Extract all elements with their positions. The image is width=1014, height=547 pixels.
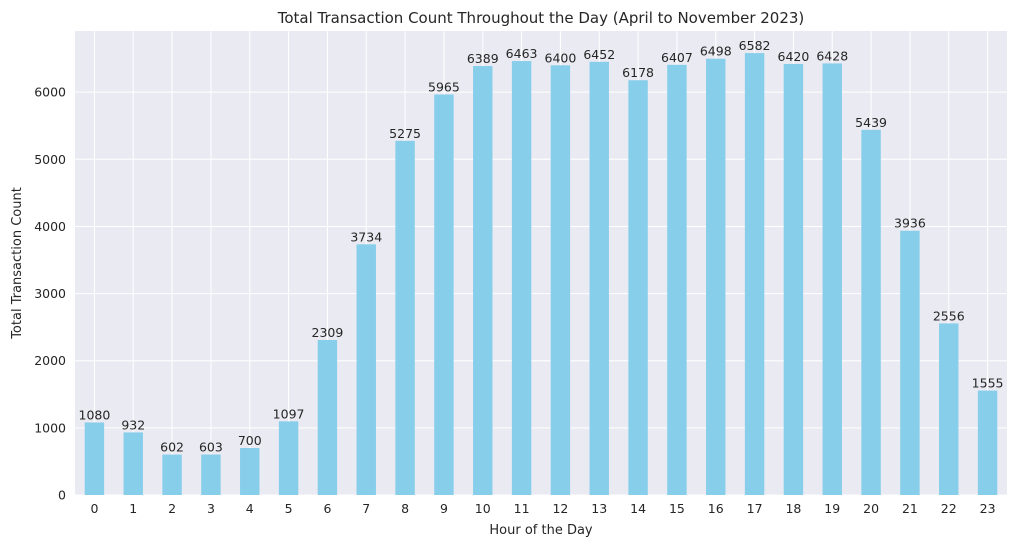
chart-title: Total Transaction Count Throughout the D… — [277, 9, 805, 27]
data-label: 6582 — [739, 38, 771, 53]
data-label: 603 — [199, 440, 223, 455]
bar — [356, 244, 376, 495]
x-tick-label: 14 — [630, 501, 646, 516]
y-tick-label: 1000 — [34, 420, 66, 435]
data-label: 1097 — [273, 406, 305, 421]
x-tick-label: 6 — [323, 501, 331, 516]
data-label: 6498 — [700, 44, 732, 59]
bar — [900, 230, 920, 495]
x-axis-label: Hour of the Day — [489, 523, 593, 538]
x-tick-label: 19 — [824, 501, 840, 516]
data-label: 5275 — [389, 126, 421, 141]
bar — [123, 432, 143, 495]
bar — [434, 94, 454, 495]
data-label: 5439 — [855, 115, 887, 130]
x-tick-label: 23 — [980, 501, 996, 516]
y-tick-label: 3000 — [34, 286, 66, 301]
y-tick-label: 0 — [58, 488, 66, 503]
x-tick-label: 16 — [708, 501, 724, 516]
data-label: 3734 — [350, 229, 382, 244]
x-tick-label: 8 — [401, 501, 409, 516]
y-axis-ticks: 0 1000 2000 3000 4000 5000 6000 — [34, 85, 66, 503]
bar — [550, 65, 571, 496]
data-label: 5965 — [428, 80, 460, 95]
bar — [473, 66, 493, 495]
x-tick-label: 0 — [90, 501, 98, 516]
bar — [939, 323, 959, 495]
plot-area — [75, 31, 1007, 495]
x-tick-label: 10 — [475, 501, 491, 516]
data-label: 1555 — [972, 376, 1004, 391]
x-tick-label: 9 — [440, 501, 448, 516]
bar — [706, 58, 726, 496]
data-label: 6420 — [778, 49, 810, 64]
bar — [162, 454, 182, 495]
x-tick-label: 2 — [168, 501, 176, 516]
data-label: 6463 — [506, 46, 538, 61]
x-tick-label: 7 — [362, 501, 370, 516]
bar — [511, 61, 532, 495]
y-tick-label: 6000 — [34, 85, 66, 100]
data-label: 6407 — [661, 50, 693, 65]
y-tick-label: 4000 — [34, 219, 66, 234]
data-label: 1080 — [79, 407, 111, 422]
x-tick-label: 15 — [669, 501, 685, 516]
x-tick-label: 21 — [902, 501, 918, 516]
x-tick-label: 11 — [514, 501, 530, 516]
bar — [278, 421, 299, 495]
bar — [667, 64, 687, 495]
data-label: 6389 — [467, 51, 499, 66]
bar — [201, 454, 221, 495]
bar — [822, 63, 842, 495]
x-axis-ticks: 0 1 2 3 4 5 6 7 8 9 10 11 12 13 14 15 16 17 18 19 20 21 22 23 — [90, 501, 995, 516]
data-label: 932 — [121, 417, 145, 432]
x-tick-label: 1 — [129, 501, 137, 516]
bar — [783, 63, 804, 495]
x-tick-label: 18 — [785, 501, 801, 516]
bar — [744, 53, 765, 496]
x-tick-label: 3 — [207, 501, 215, 516]
data-label: 2556 — [933, 308, 965, 323]
bar — [240, 448, 260, 495]
data-labels: 1080 932 602 603 700 1097 2309 3734 5275 5965 6389… — [79, 38, 1004, 454]
bar — [628, 80, 648, 495]
x-tick-label: 20 — [863, 501, 879, 516]
bar — [317, 339, 338, 495]
data-label: 602 — [160, 440, 184, 455]
bars — [84, 53, 998, 496]
x-tick-label: 4 — [246, 501, 254, 516]
bar — [977, 390, 998, 495]
bar — [861, 129, 881, 496]
data-label: 3936 — [894, 216, 926, 231]
x-tick-label: 13 — [591, 501, 607, 516]
x-tick-label: 5 — [285, 501, 293, 516]
data-label: 6452 — [583, 47, 615, 62]
bar — [84, 422, 105, 495]
y-tick-label: 2000 — [34, 353, 66, 368]
x-tick-label: 17 — [747, 501, 763, 516]
data-label: 700 — [238, 433, 262, 448]
y-axis-label: Total Transaction Count — [10, 187, 25, 340]
x-tick-label: 22 — [941, 501, 957, 516]
data-label: 6178 — [622, 65, 654, 80]
bar — [589, 61, 609, 496]
data-label: 6400 — [545, 50, 577, 65]
data-label: 2309 — [312, 325, 344, 340]
data-label: 6428 — [816, 48, 848, 63]
x-tick-label: 12 — [552, 501, 568, 516]
y-tick-label: 5000 — [34, 152, 66, 167]
bar — [395, 140, 415, 495]
